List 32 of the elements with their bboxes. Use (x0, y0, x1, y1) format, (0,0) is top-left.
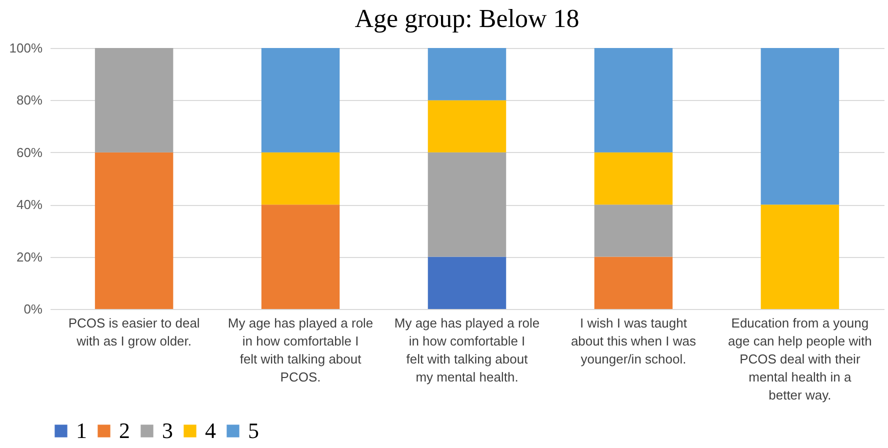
y-tick-label: 40% (16, 197, 43, 212)
x-tick-label: My age has played a role in how comfortable I felt with talking about my mental health. (394, 316, 540, 384)
bar (594, 152, 673, 205)
x-tick-label: Education from a young age can help people with PCOS deal with their mental health in a better way. (728, 316, 872, 402)
bar (760, 48, 840, 205)
y-tick-label: 100% (9, 40, 43, 56)
chart-title: Age group: Below 18 (354, 4, 580, 33)
bar (94, 152, 174, 309)
y-tick-label: 60% (16, 144, 43, 160)
bar (594, 48, 673, 152)
legend-label: 3 (162, 418, 173, 443)
bar (261, 204, 340, 309)
y-tick-label: 0% (24, 302, 43, 316)
bar (94, 48, 174, 152)
x-tick-label: My age has played a role in how comfortable I felt with talking about PCOS. (228, 316, 374, 384)
bar (428, 100, 506, 152)
legend-label: 5 (248, 418, 259, 443)
x-tick-label: PCOS is easier to deal with as I grow older. (68, 316, 200, 348)
legend-label: 2 (119, 418, 130, 443)
legend-label: 4 (205, 418, 216, 443)
y-tick-label: 20% (16, 249, 43, 264)
x-tick-label: I wish I was taught about this when I was younger/in school. (570, 316, 696, 366)
bar (428, 256, 506, 309)
bar (594, 256, 673, 309)
bar (261, 48, 340, 152)
bar (760, 204, 840, 309)
bar (594, 204, 673, 257)
bar (428, 48, 506, 100)
bar (428, 152, 506, 257)
legend-label: 1 (76, 418, 87, 443)
y-tick-label: 80% (16, 92, 43, 108)
bar (261, 152, 340, 205)
